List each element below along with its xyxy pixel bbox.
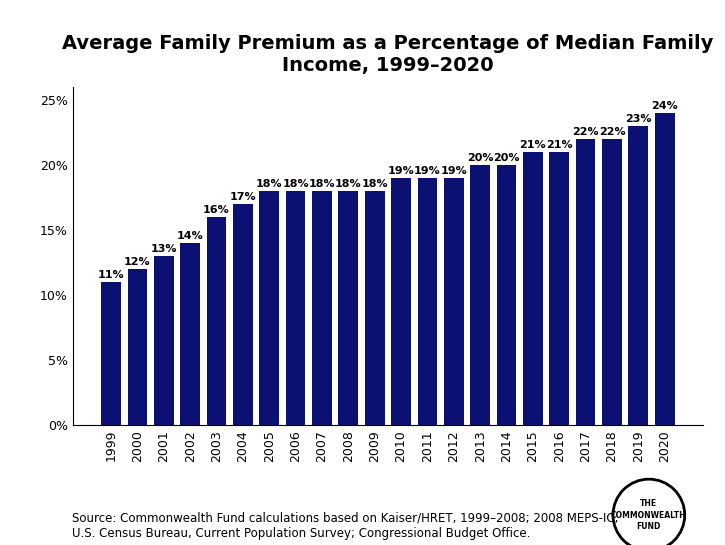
Text: 20%: 20% [493, 153, 520, 162]
Text: 24%: 24% [651, 101, 678, 111]
Bar [181, 243, 200, 425]
Bar [655, 113, 674, 425]
Text: 20%: 20% [467, 153, 494, 162]
Text: 13%: 13% [151, 244, 177, 253]
Text: 21%: 21% [520, 140, 546, 149]
Text: 21%: 21% [546, 140, 573, 149]
Bar [207, 217, 226, 425]
Bar [550, 152, 569, 425]
Text: 18%: 18% [361, 179, 388, 189]
Bar [444, 178, 464, 425]
Bar [260, 191, 279, 425]
Bar [602, 139, 622, 425]
Bar [286, 191, 305, 425]
Text: 18%: 18% [309, 179, 335, 189]
Text: 14%: 14% [177, 231, 204, 240]
Text: 18%: 18% [282, 179, 309, 189]
Text: 19%: 19% [388, 166, 415, 175]
Text: 22%: 22% [599, 126, 625, 137]
Bar [154, 256, 174, 425]
Text: 19%: 19% [414, 166, 441, 175]
Bar [576, 139, 595, 425]
Bar [392, 178, 411, 425]
Title: Average Family Premium as a Percentage of Median Family
Income, 1999–2020: Average Family Premium as a Percentage o… [62, 34, 713, 75]
Bar [233, 204, 253, 425]
Bar [102, 282, 121, 425]
Bar [497, 165, 516, 425]
Bar [629, 126, 648, 425]
Bar [339, 191, 358, 425]
Bar [312, 191, 332, 425]
Text: 18%: 18% [335, 179, 362, 189]
Text: Source: Commonwealth Fund calculations based on Kaiser/HRET, 1999–2008; 2008 MEP: Source: Commonwealth Fund calculations b… [72, 512, 619, 540]
Text: 23%: 23% [625, 113, 652, 124]
Text: 16%: 16% [203, 204, 230, 215]
Bar [523, 152, 543, 425]
Text: 19%: 19% [440, 166, 467, 175]
Bar [471, 165, 490, 425]
Bar [365, 191, 384, 425]
Text: 17%: 17% [230, 191, 256, 202]
Text: 12%: 12% [124, 257, 151, 267]
Bar [128, 269, 147, 425]
Text: 18%: 18% [256, 179, 283, 189]
Text: 11%: 11% [98, 270, 125, 280]
Bar [418, 178, 437, 425]
Text: THE
COMMONWEALTH
FUND: THE COMMONWEALTH FUND [611, 499, 687, 531]
Text: 22%: 22% [572, 126, 599, 137]
